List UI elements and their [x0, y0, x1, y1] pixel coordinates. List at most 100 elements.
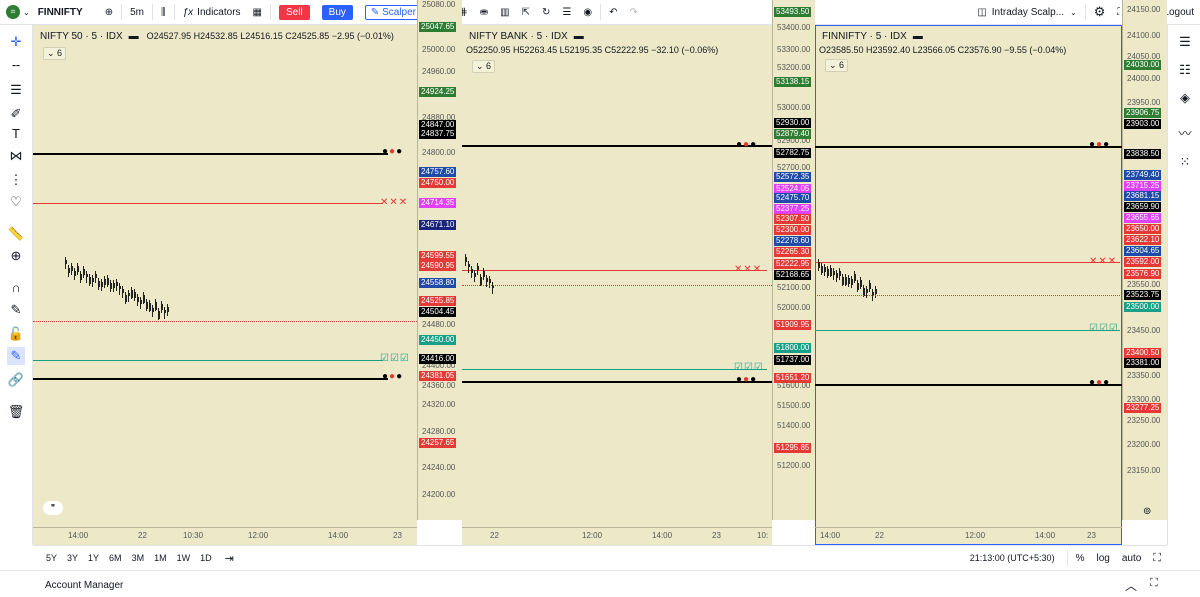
price-label[interactable]: 23749.40	[1124, 170, 1162, 180]
price-label[interactable]: 24504.45	[419, 307, 457, 317]
basket-icon[interactable]: ⛂	[479, 6, 489, 18]
minus-icon[interactable]: ▬	[912, 31, 923, 42]
fullscreen-icon[interactable]: ⛶	[1117, 6, 1125, 18]
watchlist-icon[interactable]: ☰	[1179, 34, 1191, 49]
price-label[interactable]: 51800.00	[774, 343, 812, 353]
dots-grid-icon[interactable]: ⁙	[1179, 154, 1191, 169]
price-label[interactable]: 25047.65	[419, 22, 457, 32]
gear-icon[interactable]: ⚙	[1093, 4, 1106, 19]
link-icon[interactable]: 🔗	[7, 372, 25, 387]
price-label[interactable]: 24924.25	[419, 87, 457, 97]
pane-symbol-name[interactable]: FINNIFTY · 5 · IDX	[822, 31, 907, 42]
price-label[interactable]: 24450.00	[419, 335, 457, 345]
range-button[interactable]: 6M	[109, 553, 122, 563]
price-label[interactable]: 23906.75	[1124, 108, 1162, 118]
signal-icon[interactable]: ◉	[583, 6, 593, 18]
candles-icon[interactable]: ⫼	[161, 6, 166, 18]
price-label[interactable]: 24030.00	[1124, 60, 1162, 70]
price-label[interactable]: 23604.65	[1124, 246, 1162, 256]
minus-icon[interactable]: ▬	[128, 31, 139, 42]
account-manager-label[interactable]: Account Manager	[45, 580, 124, 591]
price-label[interactable]: 51651.20	[774, 373, 812, 383]
level-line[interactable]	[462, 145, 772, 147]
range-button[interactable]: 1W	[176, 553, 191, 563]
level-line[interactable]	[33, 378, 388, 380]
level-line[interactable]	[33, 153, 388, 155]
range-button[interactable]: 5Y	[46, 553, 58, 563]
pane-symbol-name[interactable]: NIFTY BANK · 5 · IDX	[469, 31, 568, 42]
undo-icon[interactable]: ↶	[609, 6, 618, 18]
layers-icon[interactable]: ◈	[1180, 90, 1190, 105]
price-label[interactable]: 24525.85	[419, 296, 457, 306]
price-label[interactable]: 24757.60	[419, 167, 457, 177]
price-label[interactable]: 52222.95	[774, 259, 812, 269]
time-axis[interactable]: 22 12:00 14:00 23 10:	[462, 527, 772, 545]
chart-pane-nifty50[interactable]: NIFTY 50 · 5 · IDX ▬ O24527.95 H24532.85 L…	[33, 25, 417, 545]
pattern-icon[interactable]: ⋈	[9, 148, 23, 163]
text-icon[interactable]: T	[12, 126, 20, 141]
level-line[interactable]	[462, 270, 767, 271]
log-toggle[interactable]: log	[1096, 552, 1110, 564]
trendline-icon[interactable]: ╌	[12, 58, 20, 73]
settings-sliders-icon[interactable]: ☰	[562, 6, 572, 18]
goto-date-icon[interactable]: ⇥	[224, 552, 234, 565]
price-label[interactable]: 23523.75	[1124, 290, 1162, 300]
chevron-up-icon[interactable]: ︿	[1125, 579, 1138, 593]
price-axis[interactable]: 25080.00 25000.00 24960.00 24880.00 24800.00…	[417, 0, 462, 520]
price-label[interactable]: 24837.75	[419, 129, 457, 139]
price-label[interactable]: 24599.55	[419, 251, 457, 261]
axis-settings-icon[interactable]: ⊚	[1143, 506, 1152, 517]
indicator-count[interactable]: ⌄ 6	[43, 47, 67, 60]
brush-icon[interactable]: ✐	[10, 106, 22, 121]
minus-icon[interactable]: ▬	[573, 31, 584, 42]
ruler-icon[interactable]: 📏	[7, 226, 25, 241]
price-label[interactable]: 24381.05	[419, 371, 457, 381]
refresh-icon[interactable]: ↻	[542, 6, 551, 18]
level-line[interactable]	[815, 146, 1122, 148]
percent-toggle[interactable]: %	[1075, 552, 1085, 564]
price-label[interactable]: 23650.00	[1124, 224, 1162, 234]
price-label[interactable]: 52377.25	[774, 204, 812, 214]
price-label[interactable]: 23655.65	[1124, 213, 1162, 223]
price-label[interactable]: 52524.05	[774, 184, 812, 194]
bar-chart-icon[interactable]: ▥	[500, 6, 510, 18]
interval-button[interactable]: 5m	[130, 6, 144, 18]
range-button[interactable]: 1M	[154, 553, 167, 563]
price-label[interactable]: 23659.90	[1124, 202, 1162, 212]
price-label[interactable]: 23381.00	[1124, 358, 1162, 368]
price-label[interactable]: 23838.50	[1124, 149, 1162, 159]
sell-button[interactable]: Sell	[273, 0, 316, 25]
level-line[interactable]	[815, 262, 1120, 263]
price-label[interactable]: 52278.60	[774, 236, 812, 246]
level-line[interactable]	[462, 369, 767, 370]
fib-icon[interactable]: ☰	[10, 82, 22, 97]
forecast-icon[interactable]: ⋮	[9, 172, 23, 187]
price-label[interactable]: 23903.00	[1124, 119, 1162, 129]
price-label[interactable]: 52307.50	[774, 214, 812, 224]
heart-icon[interactable]: ♡	[10, 194, 22, 209]
price-label[interactable]: 23681.15	[1124, 191, 1162, 201]
price-label[interactable]: 53138.15	[774, 77, 812, 87]
buy-button[interactable]: Buy	[316, 0, 359, 25]
fullscreen-icon[interactable]: ⛶	[1153, 551, 1161, 564]
level-line[interactable]	[815, 384, 1122, 386]
chart-pane-banknifty[interactable]: NIFTY BANK · 5 · IDX ▬ O52250.95 H52263.4…	[462, 25, 772, 545]
price-label[interactable]: 23576.90	[1124, 269, 1162, 279]
price-label[interactable]: 51737.00	[774, 355, 812, 365]
redo-icon[interactable]: ↷	[629, 6, 638, 18]
compare-icon[interactable]: ⋕	[459, 6, 468, 18]
indicators-button[interactable]: ƒx Indicators	[177, 0, 247, 25]
price-label[interactable]: 52265.30	[774, 247, 812, 257]
price-label[interactable]: 23622.10	[1124, 235, 1162, 245]
price-label[interactable]: 52572.35	[774, 172, 812, 182]
zoom-in-icon[interactable]: ⊕	[10, 248, 22, 263]
auto-toggle[interactable]: auto	[1121, 552, 1142, 564]
price-label[interactable]: 24558.80	[419, 278, 457, 288]
alerts-icon[interactable]: ☷	[1179, 62, 1191, 77]
range-button[interactable]: 1D	[200, 553, 212, 563]
price-label[interactable]: 52782.75	[774, 148, 812, 158]
price-label[interactable]: 52879.40	[774, 129, 812, 139]
indicator-count[interactable]: ⌄ 6	[825, 59, 849, 72]
price-label[interactable]: 52930.00	[774, 118, 812, 128]
add-symbol-button[interactable]: ⊕	[104, 6, 114, 18]
